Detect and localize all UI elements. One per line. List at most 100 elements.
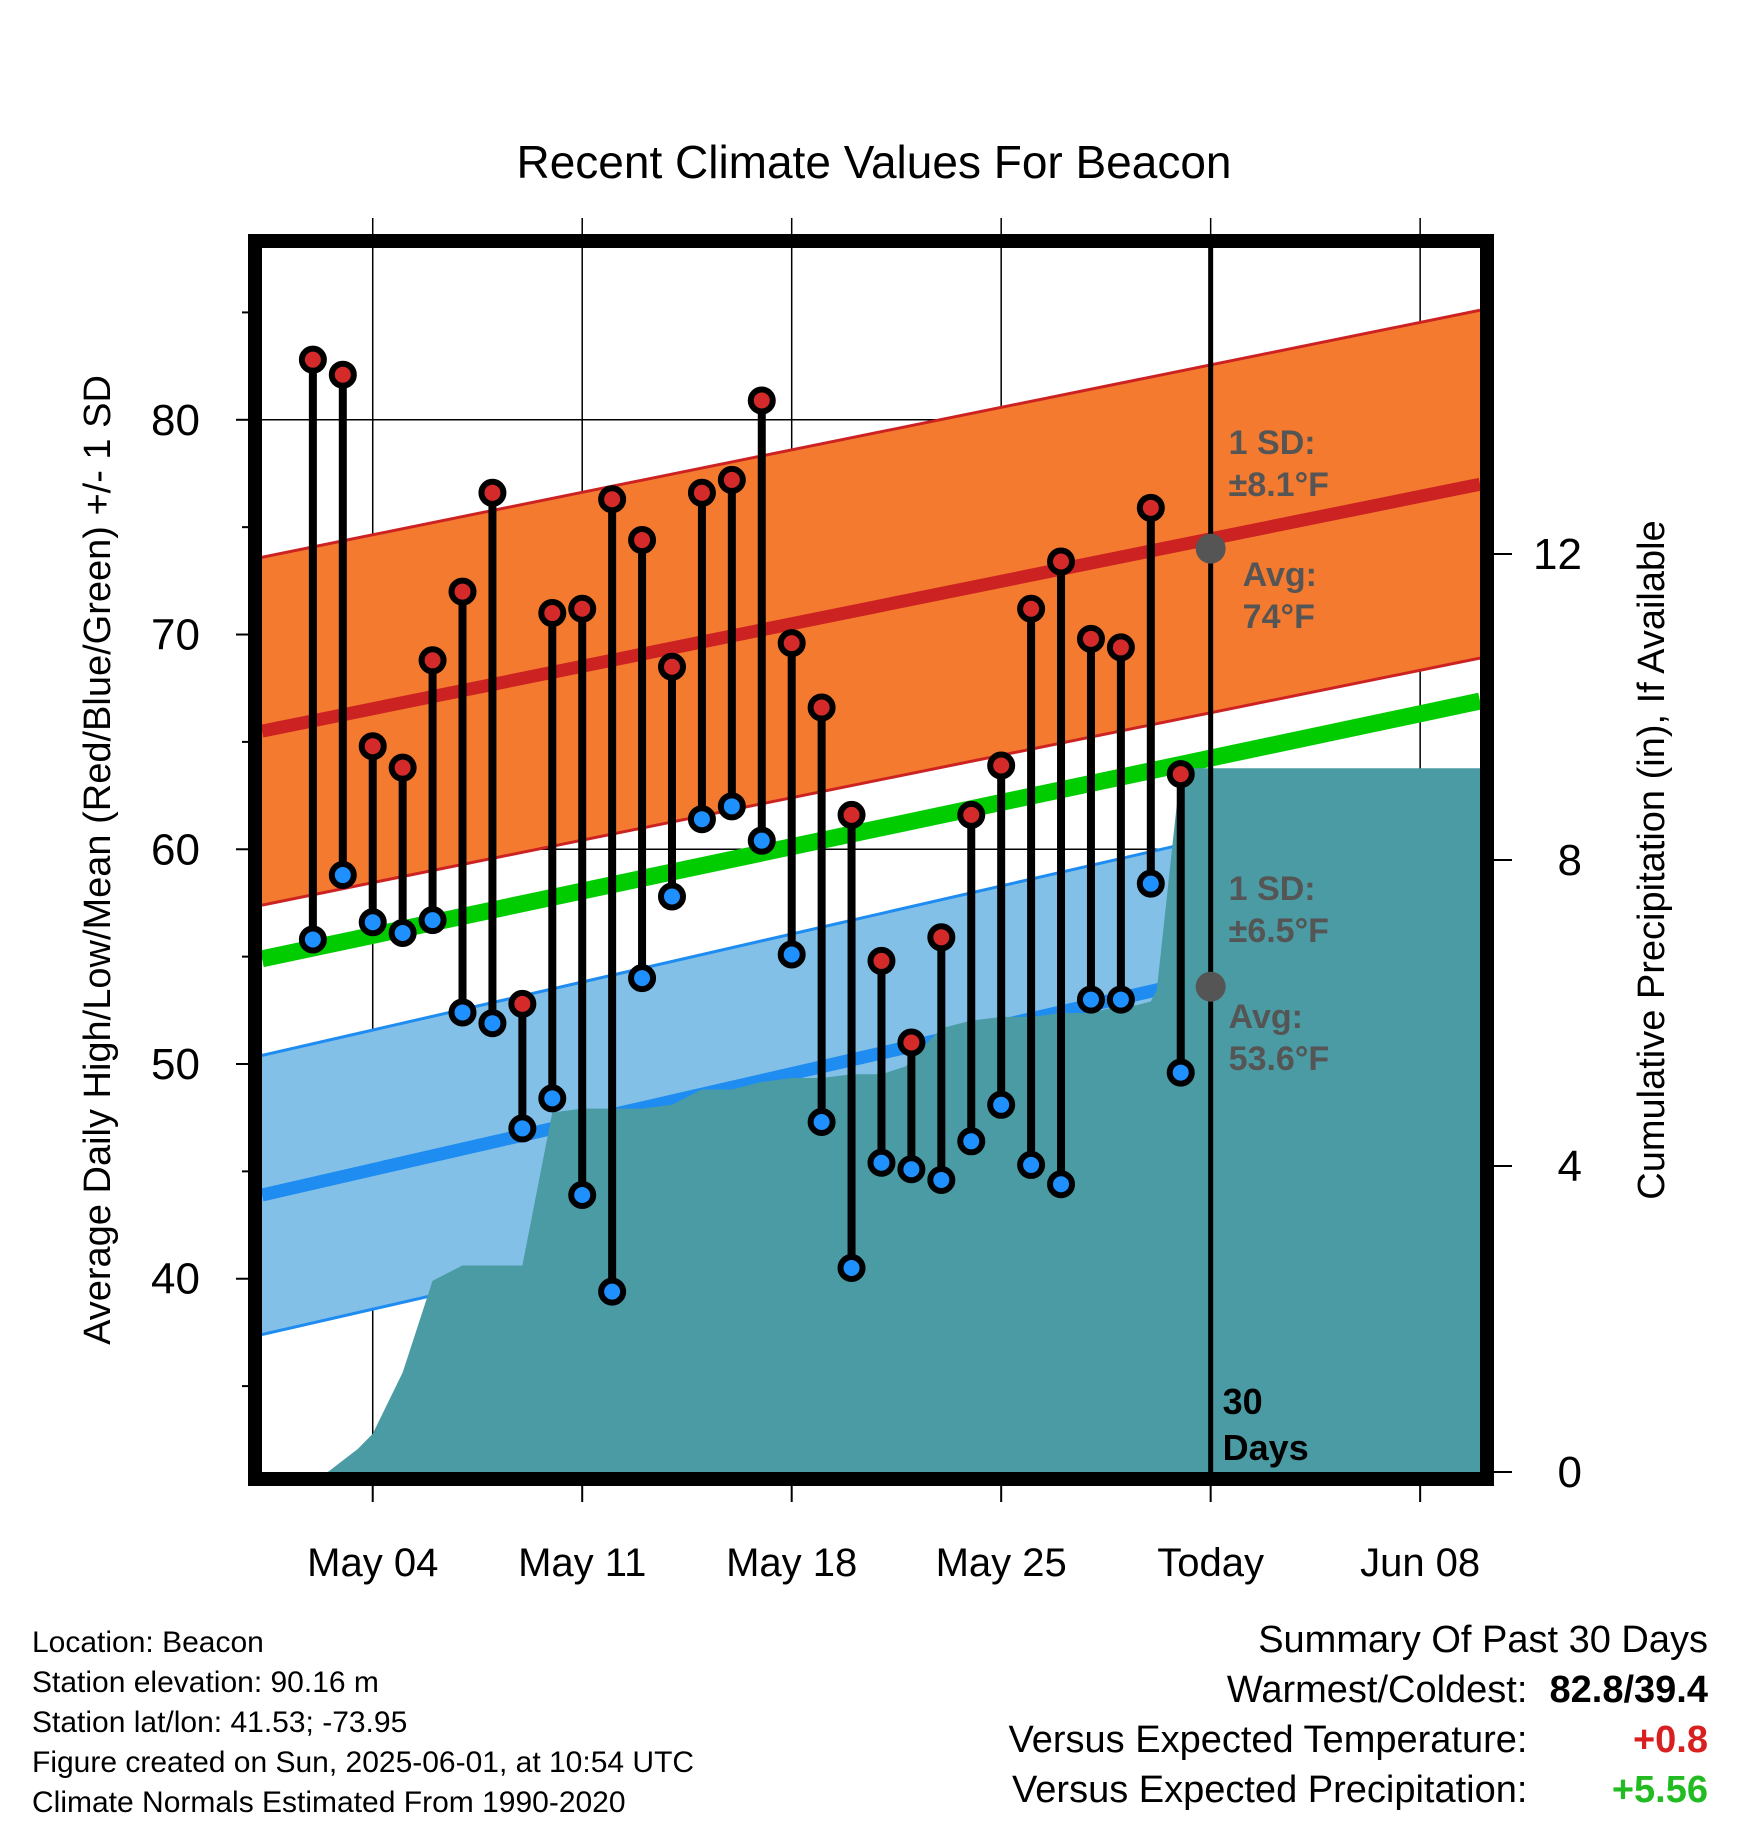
- days-word: Days: [1223, 1427, 1309, 1468]
- daily-high-point: [388, 753, 417, 782]
- daily-high-point: [747, 386, 776, 415]
- daily-high-point: [448, 577, 477, 606]
- y2-axis-title: Cumulative Precipitation (in), If Availa…: [1631, 520, 1673, 1199]
- y-tick-label: 80: [151, 396, 200, 445]
- latlon-text: Station lat/lon: 41.53; -73.95: [32, 1706, 408, 1739]
- daily-low-point: [598, 1277, 627, 1306]
- precip-anomaly-value: +5.56: [1611, 1769, 1708, 1811]
- daily-low-point: [987, 1090, 1016, 1119]
- daily-low-point: [568, 1180, 597, 1209]
- daily-low-point: [897, 1155, 926, 1184]
- summary-panel: Summary Of Past 30 Days Warmest/Coldest:…: [1009, 1615, 1708, 1815]
- daily-low-point: [388, 919, 417, 948]
- daily-high-point: [298, 345, 327, 374]
- elevation-text: Station elevation: 90.16 m: [32, 1666, 379, 1699]
- daily-low-point: [418, 906, 447, 935]
- created-text: Figure created on Sun, 2025-06-01, at 10…: [32, 1746, 695, 1779]
- daily-high-point: [418, 646, 447, 675]
- daily-high-point: [657, 652, 686, 681]
- x-tick-label: Jun 08: [1360, 1541, 1480, 1585]
- daily-low-point: [1017, 1150, 1046, 1179]
- daily-high-point: [957, 800, 986, 829]
- station-info: Location: Beacon Station elevation: 90.1…: [32, 1623, 694, 1823]
- daily-low-point: [657, 882, 686, 911]
- days-count: 30: [1223, 1381, 1263, 1422]
- y-tick-label: 70: [151, 611, 200, 660]
- daily-high-point: [598, 485, 627, 514]
- daily-high-point: [508, 989, 537, 1018]
- y2-tick-label: 4: [1558, 1142, 1582, 1191]
- daily-high-point: [777, 629, 806, 658]
- plot-frame: [248, 234, 1494, 1486]
- y-tick-label: 60: [151, 825, 200, 874]
- climate-chart: Recent Climate Values For Beacon 4050607…: [77, 136, 1673, 1585]
- y2-tick-label: 0: [1558, 1448, 1582, 1497]
- daily-low-point: [478, 1009, 507, 1038]
- daily-low-point: [807, 1107, 836, 1136]
- daily-low-point: [538, 1084, 567, 1113]
- daily-high-point: [717, 465, 746, 494]
- low-sd-value: ±6.5°F: [1229, 912, 1329, 950]
- daily-low-point: [1166, 1058, 1195, 1087]
- daily-low-point: [1076, 985, 1105, 1014]
- location-text: Location: Beacon: [32, 1626, 264, 1659]
- normals-text: Climate Normals Estimated From 1990-2020: [32, 1786, 626, 1819]
- daily-low-point: [747, 826, 776, 855]
- low-avg-label: Avg:: [1229, 998, 1303, 1036]
- high-sd-value: ±8.1°F: [1229, 466, 1329, 504]
- y-axis: 40 50 60 70 80: [151, 311, 248, 1388]
- daily-low-point: [628, 964, 657, 993]
- avg-low-marker: [1195, 971, 1226, 1002]
- summary-heading: Summary Of Past 30 Days: [1258, 1619, 1708, 1661]
- daily-high-point: [538, 599, 567, 628]
- x-tick-label: May 04: [307, 1541, 438, 1585]
- temp-anomaly-label: Versus Expected Temperature:: [1008, 1719, 1528, 1761]
- y-tick-label: 50: [151, 1040, 200, 1089]
- avg-high-marker: [1195, 533, 1226, 564]
- daily-low-point: [957, 1127, 986, 1156]
- daily-high-point: [867, 946, 896, 975]
- x-tick-label: May 25: [936, 1541, 1067, 1585]
- warmest-coldest-label: Warmest/Coldest:: [1226, 1669, 1528, 1711]
- daily-high-point: [897, 1028, 926, 1057]
- daily-high-point: [927, 923, 956, 952]
- daily-high-point: [1047, 547, 1076, 576]
- daily-high-point: [687, 478, 716, 507]
- y2-axis: 0 4 8 12: [1494, 530, 1582, 1497]
- daily-low-point: [1106, 985, 1135, 1014]
- x-axis: May 04 May 11 May 18 May 25 Today Jun 08: [307, 1486, 1480, 1585]
- high-sd-band-upper-edge: [262, 308, 1480, 559]
- daily-low-point: [867, 1148, 896, 1177]
- daily-high-point: [987, 751, 1016, 780]
- daily-low-point: [358, 908, 387, 937]
- precip-anomaly-label: Versus Expected Precipitation:: [1012, 1769, 1528, 1811]
- daily-low-point: [837, 1254, 866, 1282]
- daily-high-point: [807, 693, 836, 722]
- daily-high-point: [1166, 760, 1195, 789]
- daily-high-point: [1136, 493, 1165, 522]
- x-tick-label: May 18: [726, 1541, 857, 1585]
- daily-high-point: [837, 800, 866, 829]
- daily-high-point: [328, 360, 357, 389]
- daily-low-point: [1047, 1170, 1076, 1199]
- low-sd-label: 1 SD:: [1229, 870, 1316, 908]
- daily-low-point: [448, 998, 477, 1027]
- low-avg-value: 53.6°F: [1229, 1040, 1330, 1078]
- y2-tick-label: 12: [1533, 530, 1582, 579]
- daily-high-point: [358, 732, 387, 761]
- x-tick-label: Today: [1157, 1541, 1264, 1585]
- daily-low-point: [927, 1165, 956, 1194]
- high-avg-label: Avg:: [1243, 556, 1317, 594]
- high-avg-value: 74°F: [1243, 598, 1315, 636]
- daily-high-point: [1106, 633, 1135, 662]
- y-tick-label: 40: [151, 1255, 200, 1304]
- daily-high-point: [628, 526, 657, 555]
- x-tick-label: May 11: [518, 1541, 646, 1585]
- daily-high-point: [1017, 594, 1046, 623]
- daily-high-point: [1076, 624, 1105, 653]
- y2-tick-label: 8: [1558, 836, 1582, 885]
- daily-low-point: [777, 940, 806, 969]
- high-sd-label: 1 SD:: [1229, 424, 1316, 462]
- daily-low-point: [687, 805, 716, 834]
- daily-low-point: [717, 792, 746, 821]
